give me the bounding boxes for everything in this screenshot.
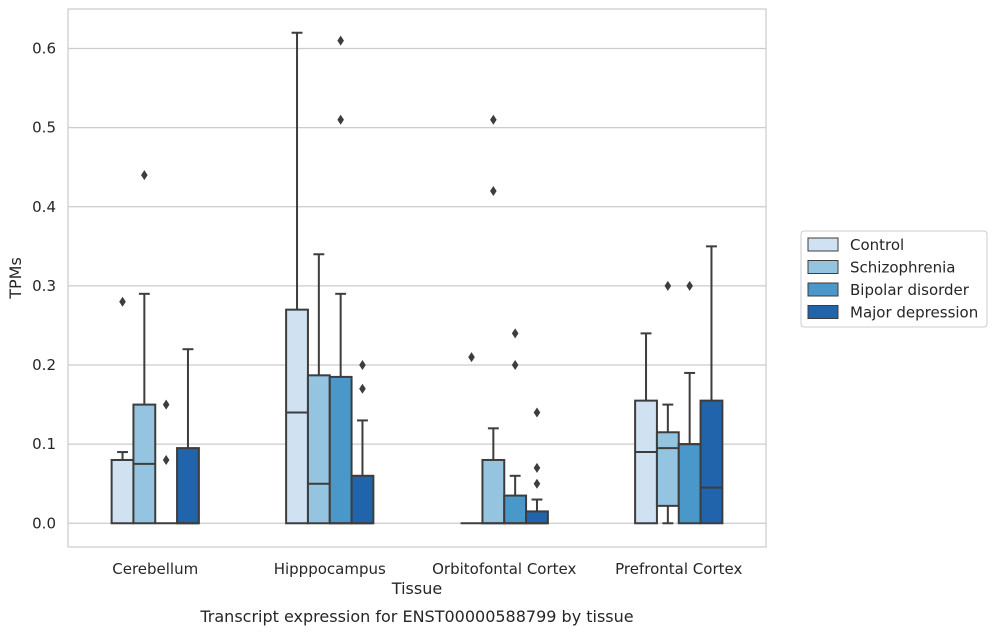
legend-swatch [807, 237, 839, 252]
box [350, 474, 375, 525]
box [328, 375, 353, 525]
box [110, 458, 135, 525]
x-tick-label: Orbitofontal Cortex [432, 560, 576, 578]
box-schizophrenia [481, 114, 506, 525]
outlier-point [162, 399, 170, 410]
legend: Control Schizophrenia Bipolar disorder Majo… [800, 230, 988, 328]
y-axis-ticks: 0.0 0.1 0.2 0.3 0.4 0.5 0.6 [32, 40, 56, 533]
box [503, 494, 528, 525]
box [306, 374, 331, 525]
box [677, 443, 702, 525]
box-major-depression [525, 407, 549, 525]
box-plots [110, 31, 724, 525]
outlier-point [359, 383, 366, 394]
outlier-point [664, 280, 672, 291]
outlier-point [468, 352, 475, 363]
outlier-point [337, 35, 344, 46]
box [699, 399, 724, 525]
legend-label: Major depression [850, 304, 978, 322]
y-tick-label: 0.2 [32, 356, 56, 374]
y-tick-label: 0.6 [32, 40, 56, 58]
outlier-point [141, 170, 148, 181]
y-tick-label: 0.0 [32, 514, 56, 532]
legend-swatch [807, 260, 839, 274]
x-tick-label: Hipppocampus [274, 560, 386, 578]
legend-label: Control [850, 236, 904, 254]
grid-lines [68, 47, 766, 524]
legend-swatch [807, 305, 839, 319]
box [634, 399, 658, 525]
box [285, 308, 309, 525]
box [525, 510, 549, 525]
legend-swatch [807, 282, 839, 297]
legend-frame [800, 230, 988, 328]
box-schizophrenia [132, 170, 157, 525]
y-tick-label: 0.5 [32, 119, 56, 137]
legend-label: Schizophrenia [850, 259, 955, 277]
box-major-depression [699, 245, 724, 525]
outlier-point [533, 407, 541, 418]
figure-caption: Transcript expression for ENST0000058879… [199, 607, 633, 626]
box-bipolar-disorder [328, 35, 353, 525]
box-schizophrenia [306, 253, 331, 525]
box-bipolar-disorder [503, 328, 528, 525]
plot-area [67, 8, 767, 548]
box-control [634, 332, 658, 525]
outlier-point [490, 185, 497, 196]
outlier-point [162, 454, 170, 465]
outlier-point [511, 328, 519, 339]
box-control [110, 296, 135, 525]
box-control [460, 352, 483, 525]
box [176, 447, 200, 525]
box-major-depression [350, 360, 375, 525]
x-axis-title: Tissue [391, 579, 442, 598]
outlier-point [490, 114, 497, 125]
x-tick-label: Cerebellum [112, 560, 198, 578]
x-tick-label: Prefrontal Cortex [615, 560, 742, 578]
legend-label: Bipolar disorder [850, 281, 970, 299]
outlier-point [511, 360, 519, 371]
outlier-point [533, 462, 541, 473]
outlier-point [686, 280, 693, 291]
box-schizophrenia [655, 280, 680, 525]
box [481, 458, 506, 525]
y-tick-label: 0.3 [32, 277, 56, 295]
outlier-point [359, 360, 366, 371]
box-major-depression [176, 348, 200, 525]
outlier-point [337, 114, 344, 125]
box-control [285, 31, 309, 525]
y-tick-label: 0.4 [32, 198, 56, 216]
x-axis-ticks: Cerebellum Hipppocampus Orbitofontal Corte… [112, 560, 742, 578]
y-axis-title: TPMs [6, 257, 25, 300]
box [655, 431, 680, 507]
y-tick-label: 0.1 [32, 435, 56, 453]
box-bipolar-disorder [155, 399, 178, 525]
outlier-point [533, 478, 541, 489]
box-bipolar-disorder [677, 280, 702, 525]
outlier-point [119, 296, 126, 307]
